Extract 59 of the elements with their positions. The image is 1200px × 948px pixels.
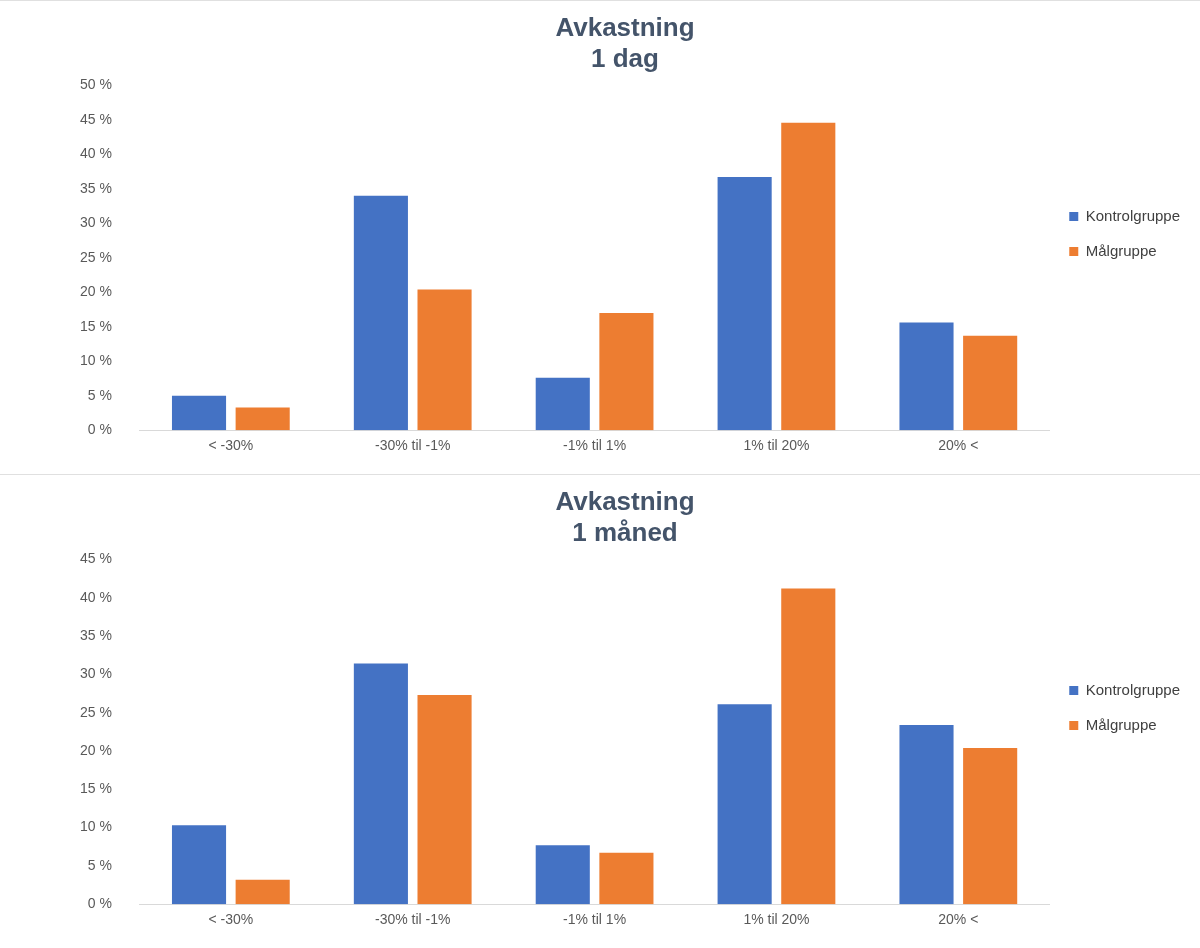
y-tick-label: 40 % bbox=[79, 588, 112, 605]
text: 1 måned bbox=[572, 516, 678, 547]
legend-label: Kontrolgruppe bbox=[1085, 206, 1180, 224]
y-tick-label: 20 % bbox=[79, 283, 112, 300]
y-tick-label: 45 % bbox=[79, 110, 112, 127]
x-tick-label: -1% til 1% bbox=[563, 911, 627, 928]
y-tick-label: 15 % bbox=[79, 317, 112, 334]
y-tick-label: 40 % bbox=[79, 145, 112, 162]
y-tick-label: 30 % bbox=[79, 214, 112, 231]
bar bbox=[781, 122, 836, 431]
bar bbox=[235, 407, 290, 431]
y-tick-label: 5 % bbox=[87, 856, 112, 873]
x-tick-label: 20% < bbox=[938, 911, 979, 928]
x-tick-label: < -30% bbox=[208, 911, 254, 928]
bar bbox=[535, 377, 590, 431]
x-tick-label: -1% til 1% bbox=[563, 437, 627, 454]
y-tick-label: 25 % bbox=[79, 248, 112, 265]
legend-label: Målgruppe bbox=[1085, 241, 1157, 259]
y-tick-label: 25 % bbox=[79, 703, 112, 720]
bar bbox=[171, 825, 227, 905]
y-tick-label: 45 % bbox=[79, 550, 112, 567]
bar bbox=[899, 724, 954, 905]
bar bbox=[963, 335, 1018, 431]
bar bbox=[417, 695, 472, 905]
y-tick-label: 0 % bbox=[87, 421, 112, 438]
y-tick-label: 20 % bbox=[79, 741, 112, 758]
text: 1 dag bbox=[591, 42, 659, 73]
y-tick-label: 5 % bbox=[87, 386, 112, 403]
y-tick-label: 50 % bbox=[79, 76, 112, 93]
x-tick-label: -30% til -1% bbox=[374, 911, 451, 928]
x-tick-label: < -30% bbox=[208, 437, 254, 454]
y-tick-label: 35 % bbox=[79, 179, 112, 196]
bar bbox=[599, 312, 654, 431]
y-tick-label: 0 % bbox=[87, 895, 112, 912]
bar bbox=[717, 704, 772, 905]
bar bbox=[717, 177, 772, 431]
bar bbox=[353, 195, 408, 431]
y-tick-label: 30 % bbox=[79, 665, 112, 682]
bar bbox=[899, 322, 954, 431]
y-tick-label: 10 % bbox=[79, 818, 112, 835]
bar bbox=[781, 588, 836, 905]
x-tick-label: 1% til 20% bbox=[743, 437, 810, 454]
x-tick-label: 1% til 20% bbox=[743, 911, 810, 928]
bar bbox=[535, 845, 590, 905]
y-tick-label: 10 % bbox=[79, 352, 112, 369]
bar bbox=[417, 289, 472, 431]
text: Avkastning bbox=[555, 11, 695, 42]
bar bbox=[171, 395, 227, 431]
y-tick-label: 15 % bbox=[79, 780, 112, 797]
y-tick-label: 35 % bbox=[79, 626, 112, 643]
bar bbox=[599, 852, 654, 905]
x-tick-label: 20% < bbox=[938, 437, 979, 454]
text: Avkastning bbox=[555, 485, 695, 516]
legend-label: Kontrolgruppe bbox=[1085, 680, 1180, 698]
x-tick-label: -30% til -1% bbox=[374, 437, 451, 454]
legend-label: Målgruppe bbox=[1085, 715, 1157, 733]
bar bbox=[235, 879, 290, 905]
bar bbox=[963, 747, 1018, 905]
bar bbox=[353, 663, 408, 905]
